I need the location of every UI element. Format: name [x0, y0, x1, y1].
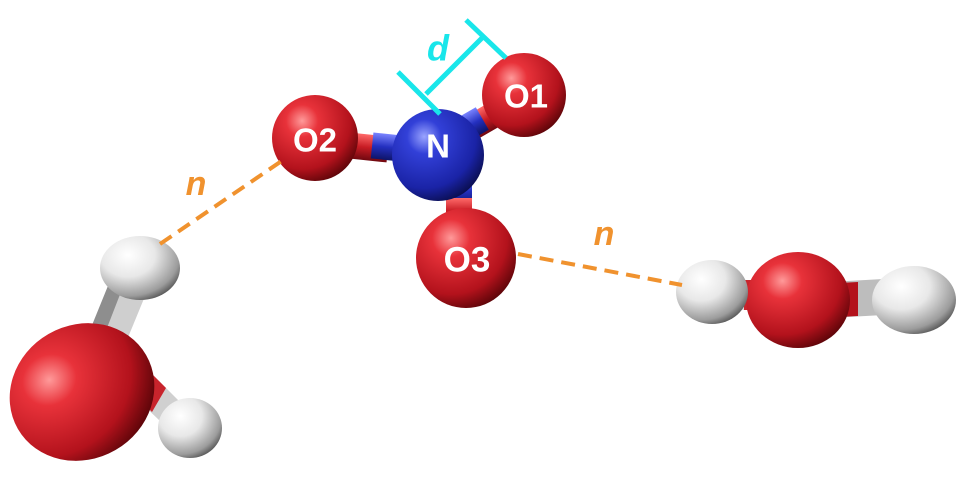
- nitrogen-atom: [392, 109, 484, 201]
- oxygen-atom-o2: [272, 95, 358, 181]
- distance-marker-axis: [424, 34, 486, 96]
- distance-marker-tick-n: [396, 70, 442, 116]
- oxygen-atom-o1: [482, 53, 566, 137]
- water-molecule-right: [676, 252, 956, 348]
- atom-label-o2: O2: [293, 122, 337, 159]
- hbond-label-left: n: [186, 165, 207, 203]
- atom-label-o1: O1: [504, 78, 548, 115]
- atom-label-o3: O3: [444, 241, 491, 280]
- hydrogen-bond-right: [517, 252, 683, 287]
- water-molecule-left: [9, 236, 222, 461]
- distance-marker: [396, 18, 508, 116]
- atom-label-n: N: [426, 128, 450, 165]
- oxygen-atom-water-right: [746, 252, 850, 348]
- distance-label-d: d: [427, 28, 450, 69]
- hydrogen-atom-water-right-left: [676, 260, 748, 324]
- hydrogen-atom-water-right-right: [872, 266, 956, 334]
- distance-marker-tick-o1: [464, 18, 508, 60]
- hydrogen-bond-left: [158, 156, 288, 246]
- oxygen-atom-water-left: [9, 323, 155, 461]
- hbond-label-right: n: [594, 215, 615, 253]
- hydrogen-atom-water-left-top: [100, 236, 180, 300]
- oxygen-atom-o3: [416, 208, 516, 308]
- nitrate-ion: [272, 53, 566, 308]
- hydrogen-atom-water-left-bottom: [158, 398, 222, 458]
